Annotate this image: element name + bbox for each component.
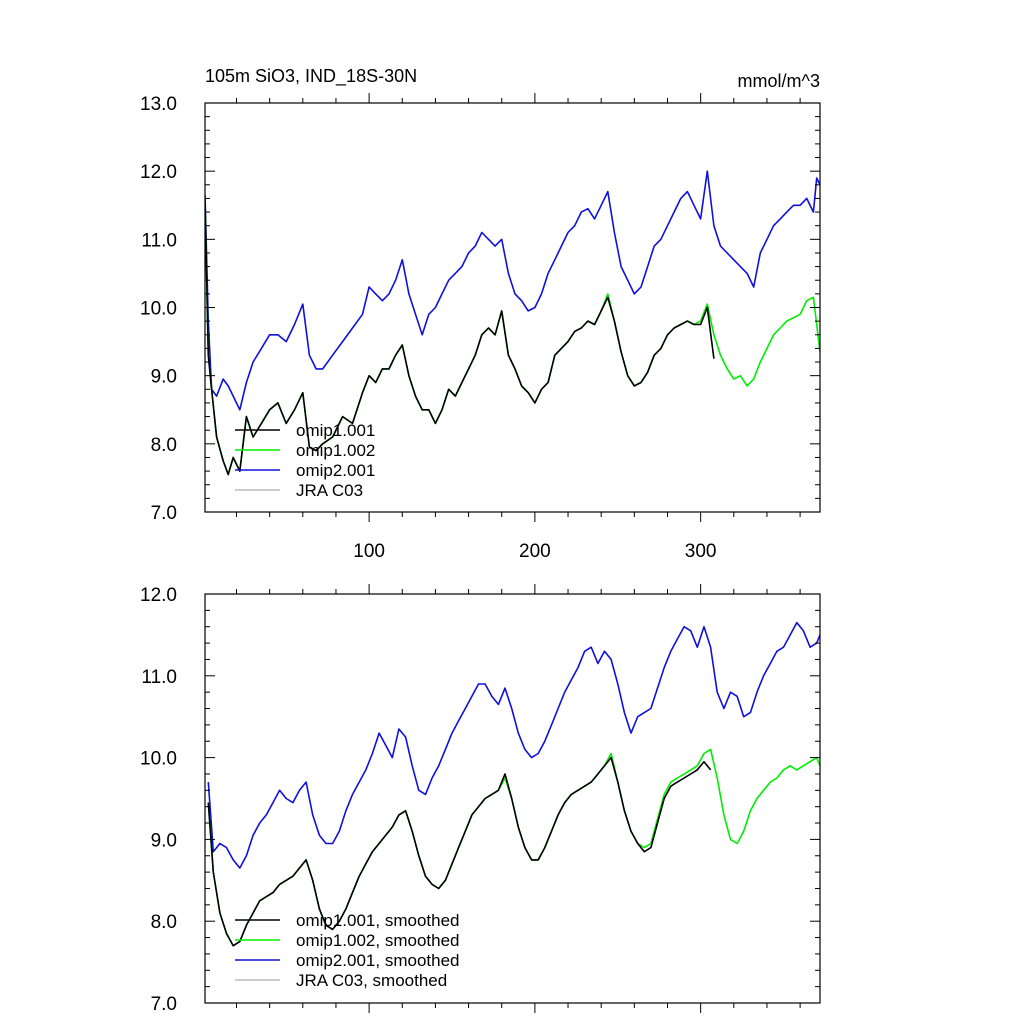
- top-axes: 7.0 8.0 9.0 10.0 11.0 12.0 13.0 100 200 300: [140, 93, 821, 562]
- top-ytick-label: 10.0: [140, 299, 177, 320]
- bottom-ytick-label: 8.0: [151, 912, 177, 933]
- top-series-omip1-001: [205, 198, 715, 476]
- top-ytick-label: 13.0: [140, 94, 177, 115]
- bottom-legend-label: omip1.001, smoothed: [296, 911, 460, 930]
- top-ytick-label: 11.0: [141, 230, 177, 251]
- bottom-legend-label: omip1.002, smoothed: [296, 931, 460, 950]
- bottom-series-omip2-001: [207, 621, 820, 869]
- bottom-legend-label: omip2.001, smoothed: [296, 951, 460, 970]
- bottom-ytick-label: 10.0: [140, 749, 177, 770]
- bottom-legend-label: JRA C03, smoothed: [296, 971, 447, 990]
- top-series-group: [205, 170, 820, 476]
- top-panel: 105m SiO3, IND_18S-30N mmol/m^3 7.0 8.0 9.…: [140, 66, 821, 562]
- top-ytick-label: 8.0: [151, 435, 177, 456]
- bottom-series-group: [207, 621, 820, 947]
- bottom-ytick-label: 7.0: [151, 994, 177, 1015]
- bottom-ytick-label: 12.0: [140, 585, 177, 606]
- top-legend-label: omip2.001: [296, 461, 375, 480]
- bottom-ytick-label: 9.0: [151, 830, 177, 851]
- bottom-panel: 7.0 8.0 9.0 10.0 11.0 12.0 omip1.001, smoothe…: [140, 584, 821, 1015]
- top-xtick-label: 100: [353, 541, 385, 562]
- top-xtick-label: 200: [519, 541, 551, 562]
- top-xtick-label: 300: [685, 541, 717, 562]
- top-ytick-label: 7.0: [151, 503, 177, 524]
- bottom-axes: 7.0 8.0 9.0 10.0 11.0 12.0: [140, 584, 821, 1015]
- top-ytick-label: 12.0: [140, 162, 177, 183]
- bottom-series-omip1-001: [207, 756, 712, 947]
- bottom-ytick-label: 11.0: [141, 667, 177, 688]
- top-legend-label: JRA C03: [296, 481, 363, 500]
- top-panel-title: 105m SiO3, IND_18S-30N: [205, 66, 417, 87]
- top-panel-units: mmol/m^3: [738, 71, 820, 91]
- bottom-plot-frame: [204, 593, 821, 1004]
- top-ytick-label: 9.0: [151, 367, 177, 388]
- top-legend-label: omip1.002: [296, 441, 375, 460]
- top-series-omip2-001: [205, 170, 820, 411]
- top-legend-label: omip1.001: [296, 421, 375, 440]
